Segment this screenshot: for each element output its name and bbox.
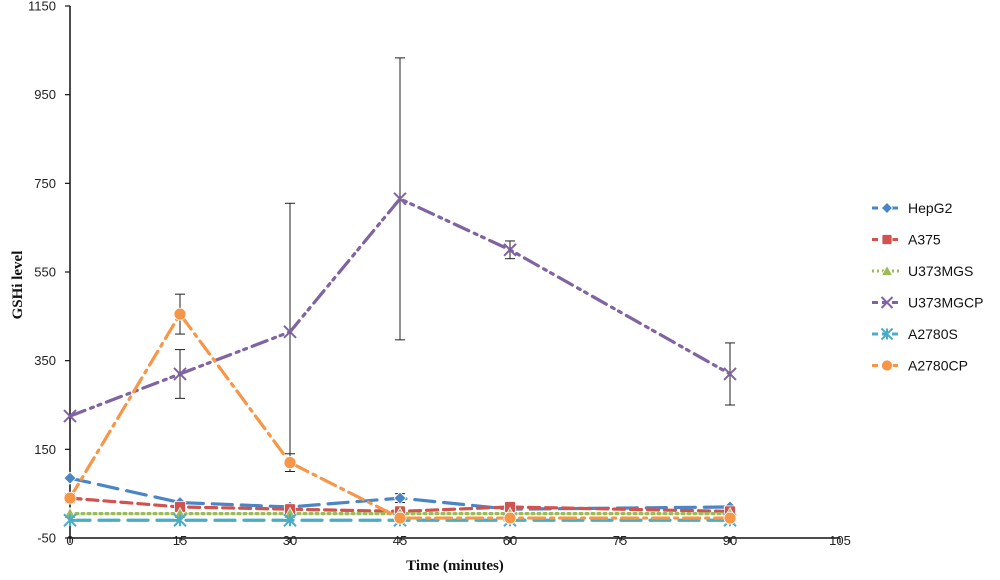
data-point-u373mgcp	[173, 367, 187, 381]
data-point-a2780cp	[723, 511, 737, 525]
data-point-a2780s	[63, 513, 77, 527]
data-point-a2780s	[173, 513, 187, 527]
y-tick-label: 150	[34, 442, 56, 457]
data-point-a2780cp	[393, 511, 407, 525]
data-point-a2780cp	[63, 491, 77, 505]
series-lines	[68, 196, 732, 522]
legend-marker-a2780s	[880, 327, 894, 341]
legend-label-u373mgcp: U373MGCP	[908, 295, 983, 311]
y-tick-label: 1150	[28, 0, 56, 14]
legend-label-a2780cp: A2780CP	[908, 358, 968, 374]
data-point-u373mgcp	[283, 325, 297, 339]
data-point-u373mgcp	[503, 243, 517, 257]
legend: HepG2 A375 U373MGS U373MGCP A2780S A2780CP	[872, 200, 983, 374]
series-line-a375	[68, 496, 732, 514]
legend-marker-a375	[881, 234, 893, 245]
x-tick-label: 60	[503, 533, 517, 548]
legend-label-a375: A375	[908, 232, 941, 248]
legend-marker-u373mgs	[880, 264, 894, 276]
series-line-u373mgcp	[68, 196, 732, 418]
series-line-a2780cp	[68, 311, 732, 520]
x-tick-label: 75	[613, 533, 627, 548]
axes: -50 150 350 550 750 950 1150 0 15 30 45 60 75 90 105	[28, 0, 851, 548]
y-tick-label: 950	[34, 87, 56, 102]
error-bars	[175, 57, 735, 504]
legend-marker-u373mgcp	[880, 296, 894, 309]
x-tick-label: 30	[283, 533, 297, 548]
y-tick-label: 750	[34, 176, 56, 191]
y-tick-label: 350	[34, 353, 56, 368]
legend-label-u373mgs: U373MGS	[908, 263, 973, 279]
data-point-u373mgcp	[393, 192, 407, 206]
data-point-a2780cp	[173, 307, 187, 321]
y-tick-label: 550	[34, 265, 56, 280]
x-tick-label: 45	[393, 533, 407, 548]
x-tick-label: 0	[66, 533, 73, 548]
y-tick-label: -50	[37, 531, 56, 546]
data-point-u373mgcp	[723, 367, 737, 381]
data-point-u373mgcp	[63, 409, 77, 423]
x-tick-label: 90	[723, 533, 737, 548]
y-axis-title: GSHi level	[10, 251, 26, 320]
data-point-a2780s	[283, 513, 297, 527]
x-tick-label: 15	[173, 533, 187, 548]
x-tick-label: 105	[829, 533, 851, 548]
data-point-a2780cp	[503, 511, 517, 525]
data-point-a2780cp	[283, 456, 297, 470]
data-point-hepg2	[63, 471, 77, 485]
legend-marker-a2780cp	[881, 359, 893, 372]
data-point-hepg2	[393, 491, 407, 505]
legend-label-a2780s: A2780S	[908, 326, 958, 342]
legend-marker-hepg2	[880, 201, 894, 215]
x-axis-title: Time (minutes)	[406, 558, 504, 574]
series-markers	[63, 192, 737, 527]
legend-label-hepg2: HepG2	[908, 200, 953, 216]
